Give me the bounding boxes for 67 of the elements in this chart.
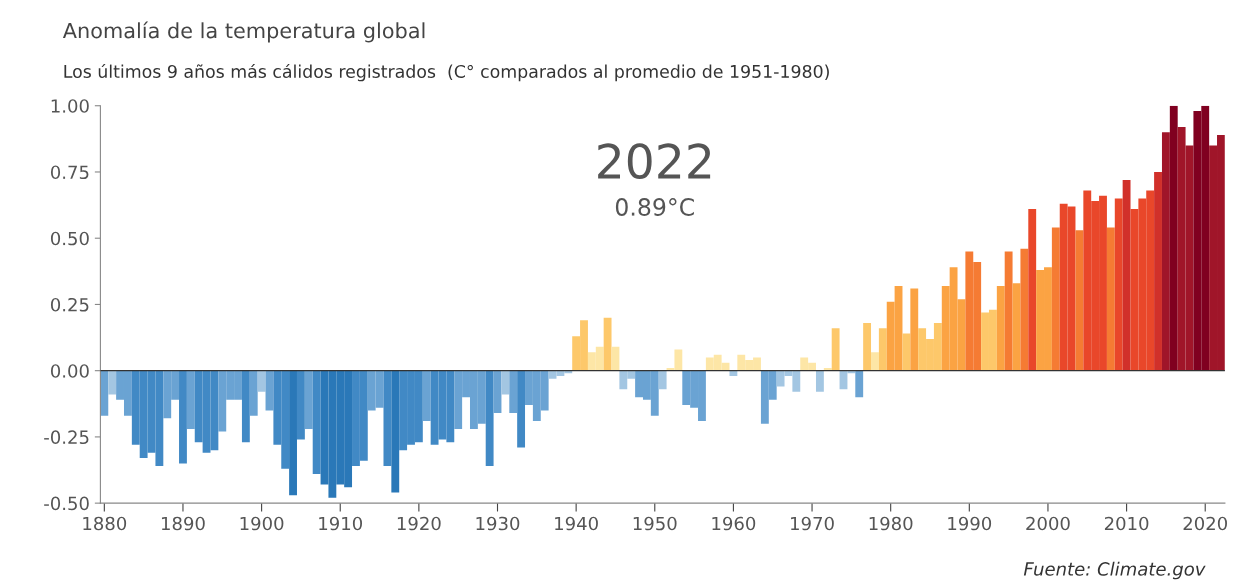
- x-tick-label: 1960: [712, 516, 756, 531]
- x-tick-label: 1890: [161, 516, 205, 531]
- chart-title: Anomalía de la temperatura global: [62, 21, 425, 43]
- x-tick-label: 1980: [869, 516, 913, 531]
- bar: [296, 370, 305, 440]
- bar: [658, 370, 667, 390]
- x-tick-label: 2000: [1026, 516, 1070, 531]
- bar: [1051, 227, 1060, 371]
- bar: [517, 370, 526, 448]
- annotation: 2022: [598, 143, 711, 180]
- bar: [1114, 198, 1123, 371]
- bar: [910, 288, 919, 371]
- bar: [186, 370, 195, 429]
- bar: [815, 370, 824, 392]
- bar: [863, 322, 872, 371]
- annotation: 0.89°C: [615, 198, 694, 216]
- y-tick-label: 0.75: [50, 165, 89, 180]
- bar: [289, 370, 297, 496]
- x-tick-label: 1920: [397, 516, 441, 531]
- bar: [422, 370, 431, 422]
- bar: [831, 328, 840, 371]
- x-tick-label: 1910: [319, 516, 363, 531]
- y-tick-label: 0.00: [50, 364, 89, 378]
- bar: [729, 370, 738, 376]
- y-tick-label: 0.50: [50, 231, 89, 246]
- bar: [1004, 251, 1013, 371]
- bar: [391, 370, 400, 493]
- bar: [509, 370, 518, 414]
- bar: [249, 370, 258, 416]
- y-tick-label: -0.25: [44, 430, 89, 445]
- x-tick-label: 2010: [1104, 516, 1149, 531]
- bar: [241, 370, 250, 443]
- bar: [1020, 248, 1029, 371]
- y-tick-label: 0.25: [50, 297, 89, 312]
- bar: [996, 285, 1005, 371]
- bar: [603, 317, 612, 371]
- bar: [501, 370, 510, 395]
- x-tick-label: 2020: [1183, 516, 1227, 531]
- y-tick-label: 1.00: [51, 99, 89, 113]
- bar: [1122, 179, 1131, 371]
- bar: [1154, 171, 1162, 371]
- x-tick-label: 1970: [791, 516, 834, 531]
- bar: [1161, 132, 1170, 371]
- bar: [878, 328, 887, 371]
- bar: [1075, 230, 1084, 371]
- bar: [179, 370, 187, 464]
- bar: [1169, 105, 1178, 371]
- bar: [304, 370, 313, 429]
- x-tick-label: 1880: [83, 516, 127, 531]
- x-tick-label: 1940: [555, 516, 598, 531]
- bar: [383, 370, 392, 467]
- x-tick-label: 1950: [633, 516, 677, 531]
- source-note: Fuente: Climate.gov: [1023, 561, 1206, 580]
- bar: [1028, 209, 1037, 371]
- x-tick-label: 1930: [476, 516, 520, 531]
- bar: [312, 370, 321, 474]
- bar: [871, 352, 879, 371]
- x-tick-label: 1990: [948, 516, 992, 531]
- bar: [485, 370, 494, 467]
- x-tick-label: 1900: [240, 516, 284, 531]
- bar: [855, 370, 864, 398]
- bar: [1106, 227, 1115, 371]
- bar: [257, 370, 266, 392]
- chart-subtitle: Los últimos 9 años más cálidos registrados (C° comparados al promedio de 1951-1980): [64, 63, 829, 82]
- y-tick-label: -0.50: [44, 496, 89, 511]
- bar: [108, 370, 117, 395]
- bar: [902, 333, 911, 371]
